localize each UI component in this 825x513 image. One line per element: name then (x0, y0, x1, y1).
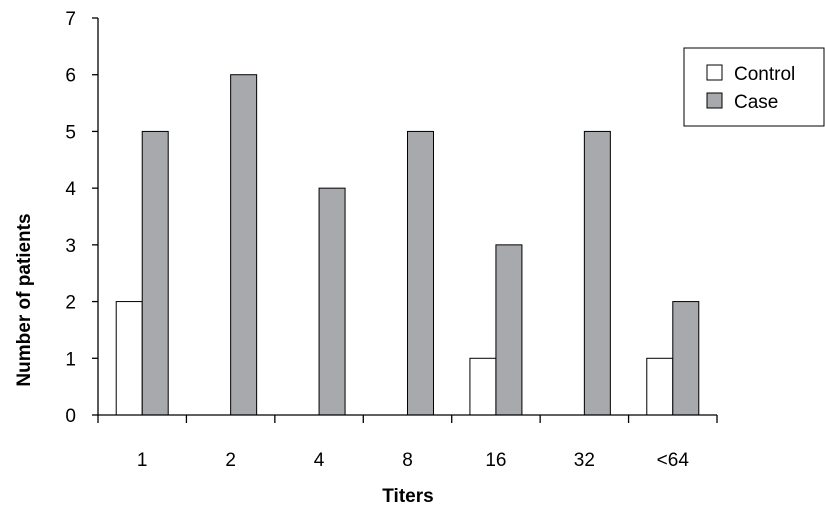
legend: Control Case (683, 47, 825, 127)
y-ticks-layer: 0 1 2 3 4 5 6 7 (65, 9, 98, 427)
bar-case-6 (583, 130, 611, 416)
bar-case-1 (141, 130, 169, 416)
bar-control-5 (469, 357, 497, 416)
y-tick-label: 4 (65, 179, 76, 200)
x-tick-label: 4 (314, 450, 325, 471)
x-tick-label: <64 (657, 450, 690, 471)
y-tick-label: 5 (65, 122, 76, 143)
bar-case-4 (407, 130, 434, 416)
x-tick-label: 2 (225, 450, 236, 471)
bar-case-2 (230, 74, 258, 416)
x-tick-label: 32 (574, 450, 595, 471)
legend-label-case: Case (734, 92, 778, 113)
x-tick-label: 8 (402, 450, 413, 471)
y-tick-label: 3 (65, 236, 76, 257)
y-tick-label: 6 (65, 66, 76, 87)
x-tick-label: 16 (485, 450, 506, 471)
y-axis-title: Number of patients (14, 213, 35, 386)
bar-control-1 (115, 301, 143, 416)
x-tick-label: 1 (137, 450, 148, 471)
x-ticks-layer: 1 2 4 8 16 32 <64 (97, 415, 718, 471)
legend-swatch-control (706, 64, 723, 81)
bar-case-5 (495, 244, 523, 416)
y-tick-label: 2 (65, 293, 76, 314)
y-tick-label: 1 (65, 349, 76, 370)
y-tick-label: 0 (65, 406, 76, 427)
legend-label-control: Control (734, 64, 795, 85)
legend-frame (683, 47, 825, 127)
bar-control-7 (646, 357, 674, 416)
legend-swatch-case (706, 92, 723, 109)
x-axis-title: Titers (382, 486, 433, 507)
bar-case-3 (318, 187, 346, 416)
axes-layer (97, 18, 717, 416)
bars-layer (115, 74, 700, 416)
bar-case-7 (672, 301, 700, 416)
y-tick-label: 7 (65, 9, 76, 30)
